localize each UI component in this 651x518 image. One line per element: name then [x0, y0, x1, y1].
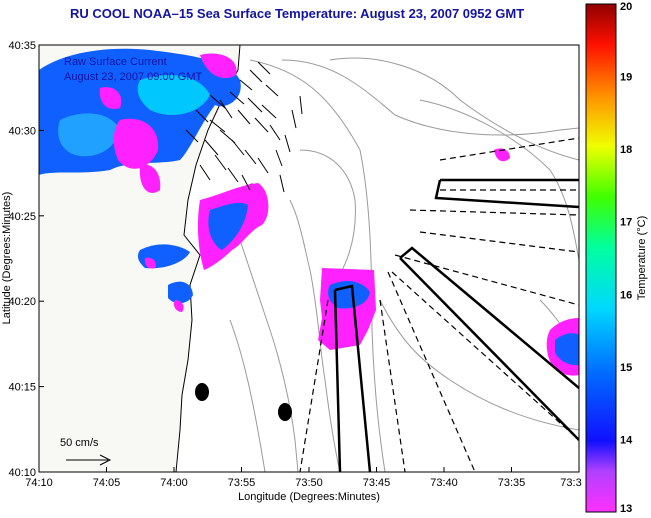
x-tick-label: 73:40 — [430, 477, 458, 489]
y-axis-label: Latitude (Degrees:Minutes) — [1, 192, 13, 325]
x-tick-label: 74:05 — [93, 477, 121, 489]
sst-patches — [39, 48, 579, 376]
colorbar-tick-labels: 20 19 18 17 16 15 14 13 — [620, 1, 633, 515]
colorbar-tick-label: 16 — [620, 289, 632, 301]
annotation-line1: Raw Surface Current — [64, 56, 167, 68]
x-tick-label: 73:45 — [363, 477, 391, 489]
x-tick-label: 73:50 — [295, 477, 323, 489]
x-tick-label: 73:55 — [228, 477, 256, 489]
y-tick-label: 40:35 — [8, 40, 36, 52]
x-tick-label: 73:3 — [560, 477, 581, 489]
x-axis-label: Longitude (Degrees:Minutes) — [238, 491, 380, 503]
x-tick-label: 73:35 — [498, 477, 526, 489]
scale-label: 50 cm/s — [60, 437, 99, 449]
x-tick-label: 74:10 — [25, 477, 53, 489]
colorbar-tick-label: 17 — [620, 217, 632, 229]
y-tick-label: 40:30 — [8, 125, 36, 137]
annotation-line2: August 23, 2007 09:00 GMT — [64, 71, 202, 83]
colorbar-tick-label: 15 — [620, 362, 632, 374]
y-tick-labels: 40:35 40:30 40:25 40:20 40:15 40:10 — [8, 40, 44, 479]
radar-beams — [333, 178, 579, 472]
marker-1 — [195, 383, 209, 401]
current-vectors — [185, 61, 303, 193]
marker-2 — [278, 403, 292, 421]
colorbar-tick-label: 14 — [620, 434, 633, 446]
x-tick-label: 74:00 — [160, 477, 188, 489]
y-tick-label: 40:10 — [8, 467, 36, 479]
colorbar-tick-label: 19 — [620, 72, 632, 84]
colorbar — [585, 3, 617, 513]
colorbar-tick-label: 18 — [620, 144, 632, 156]
colorbar-tick-label: 20 — [620, 1, 632, 13]
y-tick-label: 40:20 — [8, 296, 36, 308]
colorbar-label: Temperature (°C) — [636, 216, 648, 300]
colorbar-tick-label: 13 — [620, 503, 632, 515]
map-title: RU COOL NOAA–15 Sea Surface Temperature:… — [70, 6, 525, 21]
y-tick-label: 40:25 — [8, 211, 36, 223]
radar-sector-lines — [299, 137, 579, 472]
y-tick-label: 40:15 — [8, 382, 36, 394]
x-tick-labels: 74:10 74:05 74:00 73:55 73:50 73:45 73:40 73:35… — [25, 467, 582, 489]
